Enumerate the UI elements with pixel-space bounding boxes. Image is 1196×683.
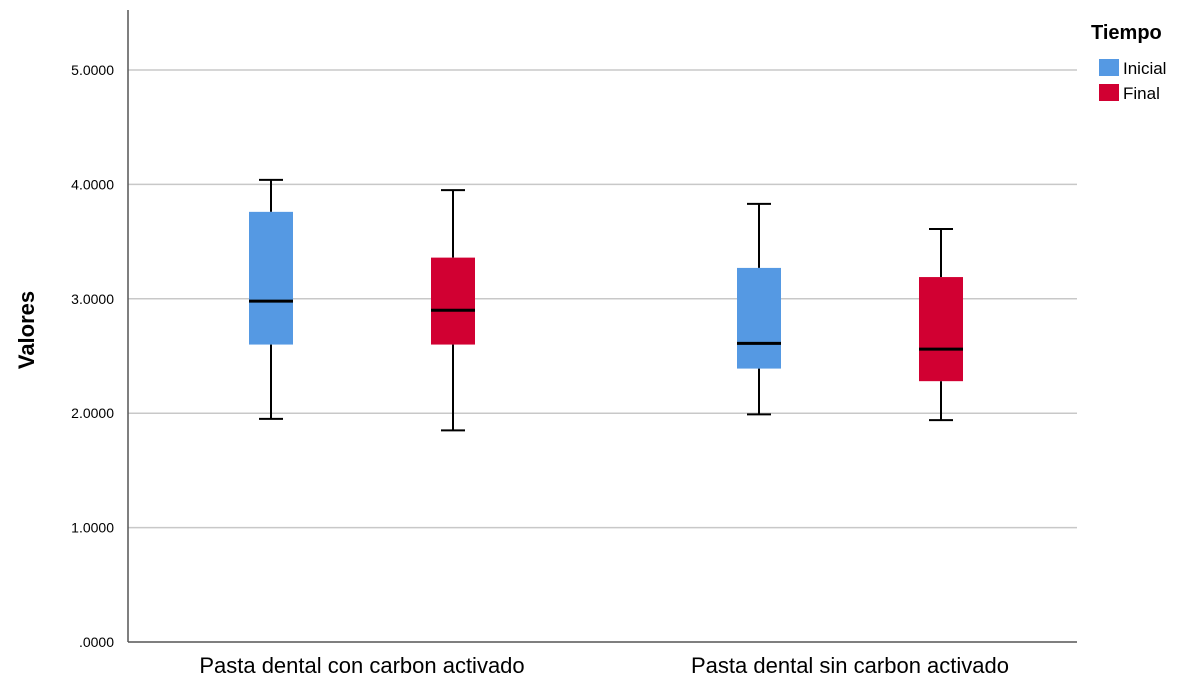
category-label: Pasta dental con carbon activado xyxy=(199,653,524,678)
legend-label-final: Final xyxy=(1123,84,1160,103)
iqr-box xyxy=(431,257,475,345)
legend: Tiempo Inicial Final xyxy=(1091,22,1166,103)
y-tick-label: 5.0000 xyxy=(71,62,114,78)
iqr-box xyxy=(249,211,293,345)
y-axis-label: Valores xyxy=(14,291,39,369)
legend-title: Tiempo xyxy=(1091,22,1162,44)
category-label: Pasta dental sin carbon activado xyxy=(691,653,1009,678)
box-inicial xyxy=(249,178,293,420)
y-tick-label: 2.0000 xyxy=(71,405,114,421)
y-tick-label: 3.0000 xyxy=(71,291,114,307)
y-tick-label: .0000 xyxy=(79,634,114,650)
y-tick-labels: .0000 1.0000 2.0000 3.0000 4.0000 5.0000 xyxy=(71,62,114,650)
box-final xyxy=(919,228,963,422)
iqr-box xyxy=(737,267,781,369)
legend-swatch-final xyxy=(1099,84,1119,101)
legend-label-inicial: Inicial xyxy=(1123,59,1166,78)
iqr-box xyxy=(919,277,963,382)
y-tick-label: 1.0000 xyxy=(71,520,114,536)
legend-swatch-inicial xyxy=(1099,59,1119,76)
box-inicial xyxy=(737,202,781,416)
box-final xyxy=(431,189,475,432)
box-series xyxy=(249,178,963,432)
category-labels: Pasta dental con carbon activado Pasta de… xyxy=(199,653,1009,678)
y-tick-label: 4.0000 xyxy=(71,176,114,192)
